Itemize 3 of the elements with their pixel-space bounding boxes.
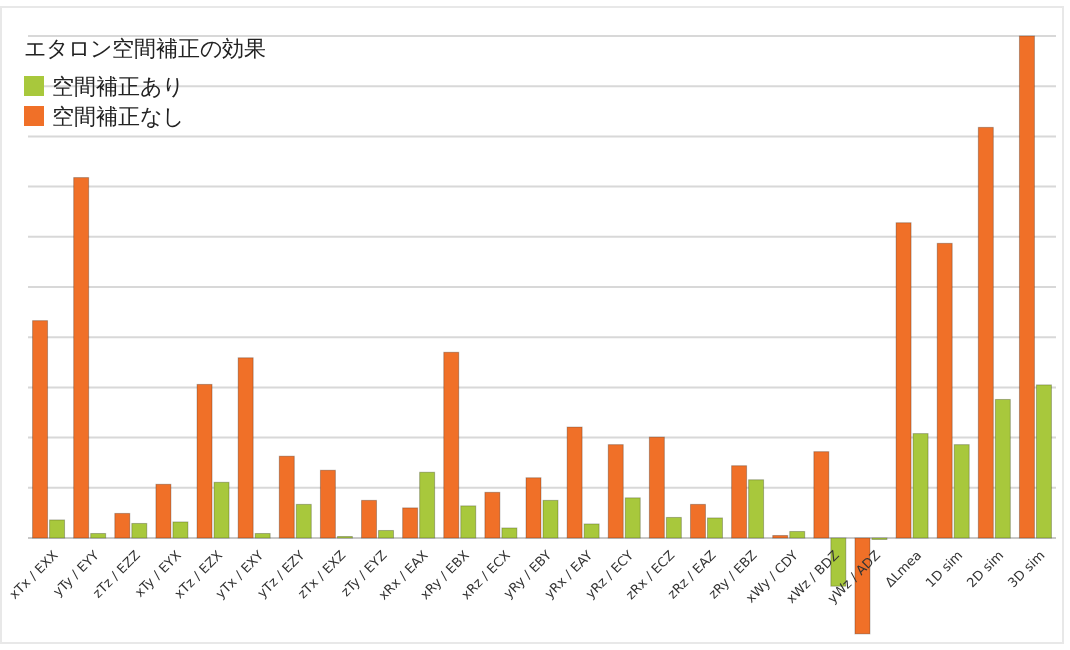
chart-title: エタロン空間補正の効果 bbox=[24, 36, 266, 62]
legend-label: 空間補正あり bbox=[52, 74, 184, 100]
legend-label: 空間補正なし bbox=[52, 104, 184, 130]
